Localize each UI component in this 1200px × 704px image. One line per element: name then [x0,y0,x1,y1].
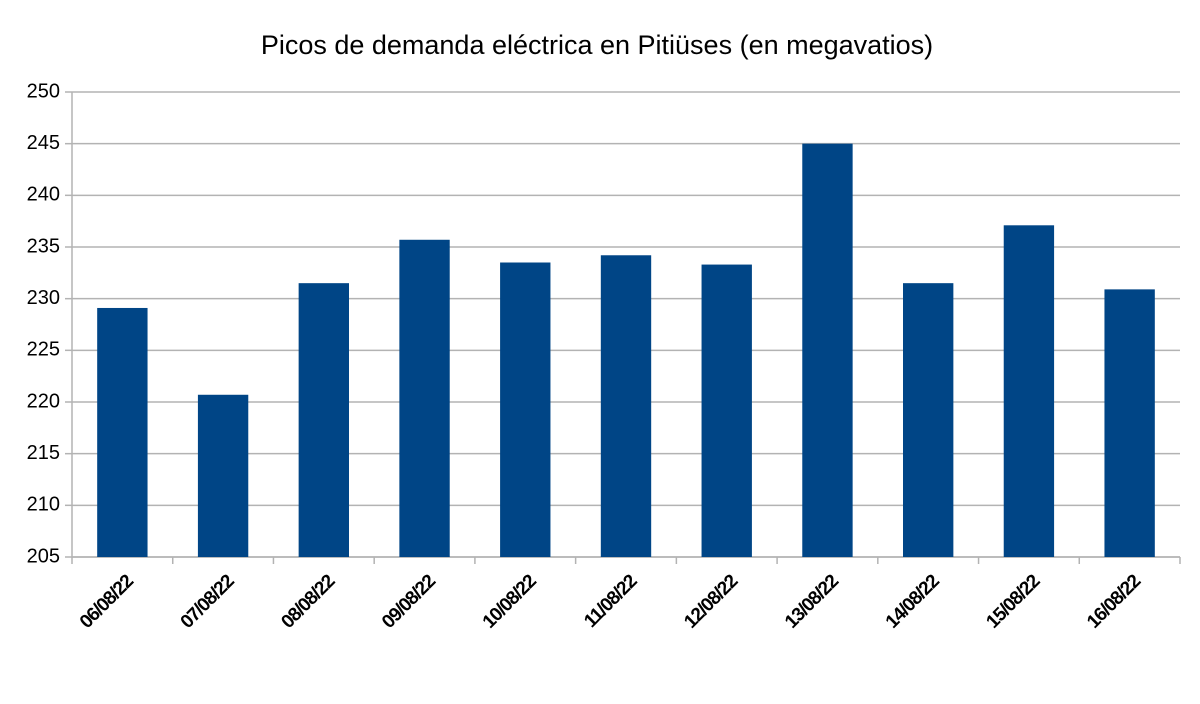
x-tick-label: 15/08/22 [982,571,1044,633]
bar [802,143,853,557]
x-tick-label: 08/08/22 [277,571,339,633]
x-tick-label: 09/08/22 [378,571,440,633]
bar [197,394,249,557]
y-tick-label: 245 [27,132,60,154]
y-tick-label: 230 [27,287,60,309]
x-tick-label: 07/08/22 [177,571,239,633]
x-tick-label: 11/08/22 [580,571,641,632]
y-tick-label: 215 [27,442,60,464]
y-tick-label: 225 [27,339,60,361]
x-tick-label: 13/08/22 [781,571,843,633]
bar [97,307,148,557]
chart-title: Picos de demanda eléctrica en Pitiüses (… [261,30,933,60]
bar [1104,289,1155,557]
bar [399,239,450,557]
y-tick-label: 235 [27,235,60,257]
bar [1003,225,1055,558]
x-tick-label: 14/08/22 [882,571,944,633]
y-tick-label: 220 [27,390,60,412]
y-tick-label: 205 [27,545,60,567]
bar [701,264,752,557]
bar [500,262,551,557]
y-tick-label: 250 [27,80,60,102]
x-tick-label: 16/08/22 [1083,571,1145,633]
x-tick-label: 10/08/22 [479,571,541,633]
bar [600,255,652,557]
bar [903,283,954,557]
y-tick-label: 240 [27,184,60,206]
y-tick-label: 210 [27,494,60,516]
x-tick-label: 06/08/22 [76,571,138,633]
x-tick-label: 12/08/22 [680,571,742,633]
bar [298,283,349,557]
